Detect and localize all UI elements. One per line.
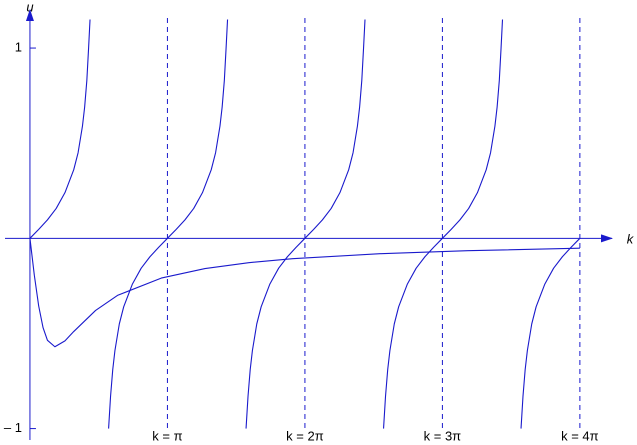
- curve: [383, 19, 504, 429]
- curve: [29, 238, 580, 348]
- y-tick-label: – 1: [4, 420, 22, 435]
- curve: [108, 19, 229, 429]
- x-tick-label: k = 2π: [286, 428, 324, 443]
- y-tick-label: 1: [15, 39, 22, 54]
- x-tick-label: k = 3π: [424, 428, 462, 443]
- y-axis-label: u: [26, 0, 33, 14]
- curve: [29, 19, 91, 239]
- x-tick-label: k = 4π: [561, 428, 599, 443]
- curve: [520, 237, 581, 429]
- x-axis-label: k: [627, 231, 635, 246]
- curve: [245, 19, 366, 429]
- x-tick-label: k = π: [152, 428, 182, 443]
